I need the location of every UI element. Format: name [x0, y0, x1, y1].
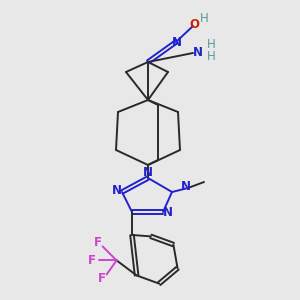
Text: O: O — [189, 19, 199, 32]
Text: F: F — [88, 254, 96, 267]
Text: N: N — [112, 184, 122, 197]
Text: N: N — [172, 37, 182, 50]
Text: F: F — [94, 236, 102, 249]
Text: N: N — [163, 206, 173, 220]
Text: N: N — [181, 179, 191, 193]
Text: H: H — [200, 11, 208, 25]
Text: H: H — [207, 50, 215, 62]
Text: F: F — [98, 272, 106, 285]
Text: N: N — [193, 46, 203, 59]
Text: N: N — [143, 167, 153, 179]
Text: H: H — [207, 38, 215, 52]
